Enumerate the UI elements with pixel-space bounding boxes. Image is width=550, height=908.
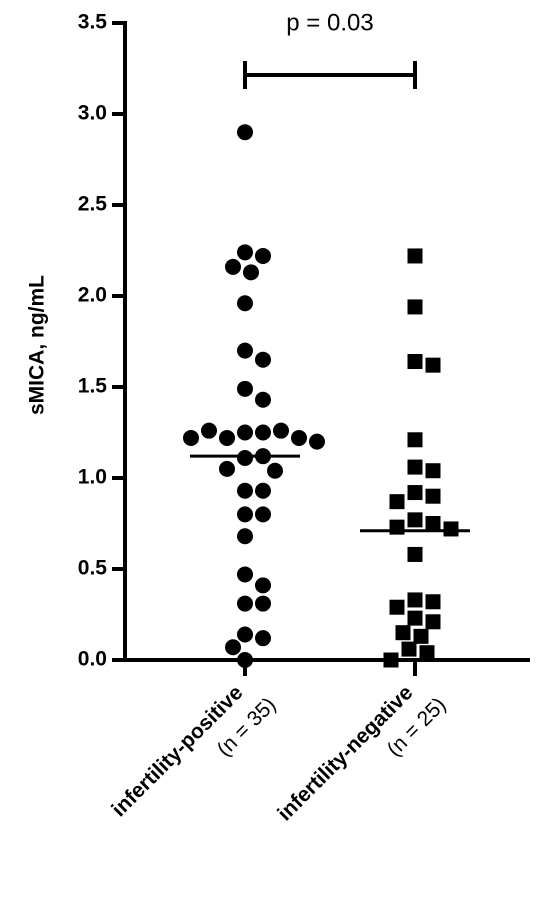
point [407, 546, 423, 562]
point [219, 429, 235, 446]
y-axis-label: sMICA, ng/mL [26, 275, 49, 415]
point [383, 652, 399, 668]
point [237, 124, 253, 141]
point [237, 528, 253, 545]
y-tick-label: 0.5 [78, 557, 108, 580]
point [407, 248, 423, 264]
significance-bracket [243, 61, 417, 89]
point [401, 641, 417, 657]
point [255, 577, 271, 594]
y-tick-label: 3.5 [78, 11, 108, 34]
point [237, 342, 253, 359]
point [237, 626, 253, 643]
point [407, 485, 423, 501]
point [201, 422, 217, 439]
point [237, 482, 253, 499]
point [255, 351, 271, 368]
point [273, 422, 289, 439]
point [395, 625, 411, 641]
point [237, 652, 253, 668]
point [237, 295, 253, 312]
point [267, 462, 283, 479]
point [407, 432, 423, 448]
annotation: p = 0.03 [286, 9, 373, 36]
point [237, 595, 253, 612]
point [389, 599, 405, 615]
point [407, 610, 423, 626]
point [255, 482, 271, 499]
y-tick-label: 3.0 [78, 102, 107, 125]
point [419, 645, 435, 661]
point [237, 424, 253, 441]
point [389, 494, 405, 510]
point [425, 614, 441, 630]
y-tick-label: 2.0 [78, 284, 107, 307]
point [255, 391, 271, 408]
point [425, 463, 441, 479]
point [237, 449, 253, 466]
point [255, 506, 271, 523]
point [237, 244, 253, 261]
point [407, 512, 423, 528]
point [237, 566, 253, 583]
point [425, 594, 441, 610]
point [255, 595, 271, 612]
point [219, 460, 235, 477]
point [225, 639, 241, 656]
point [255, 630, 271, 647]
point [183, 429, 199, 446]
point [255, 247, 271, 264]
point [237, 506, 253, 523]
point [413, 628, 429, 644]
point [389, 519, 405, 535]
point [309, 433, 325, 450]
point [425, 516, 441, 531]
point [425, 488, 441, 504]
y-tick-label: 1.0 [78, 466, 107, 489]
point [291, 429, 307, 446]
point [237, 380, 253, 397]
point [443, 521, 459, 537]
y-tick-label: 0.0 [78, 648, 107, 671]
point [243, 264, 259, 281]
y-tick-label: 2.5 [78, 193, 108, 216]
point [225, 258, 241, 275]
point [407, 354, 423, 370]
point [407, 299, 423, 315]
y-tick-label: 1.5 [78, 375, 108, 398]
point [425, 357, 441, 373]
point [407, 592, 423, 608]
point [255, 424, 271, 441]
point [407, 459, 423, 475]
